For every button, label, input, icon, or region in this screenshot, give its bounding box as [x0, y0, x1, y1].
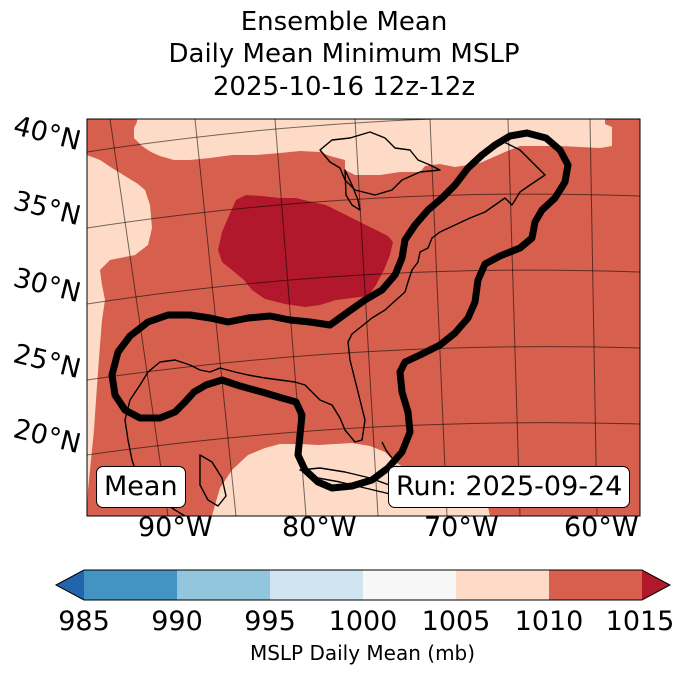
- colorbar-tick-1015: 1015: [605, 606, 675, 637]
- coastline-lake-michigan: [344, 169, 361, 211]
- colorbar-bin-1010-1015: [549, 570, 642, 600]
- colorbar-tick-990: 990: [151, 606, 203, 637]
- colorbar-tick-985: 985: [58, 606, 110, 637]
- colorbar-tick-1010: 1010: [514, 606, 584, 637]
- run-date-box: Run: 2025-09-24: [388, 466, 631, 508]
- pressure-field-1005-1010-north: [87, 119, 612, 175]
- colorbar-tick-1005: 1005: [421, 606, 491, 637]
- colorbar-outline: [54, 569, 672, 601]
- colorbar-bin-1005-1010: [456, 570, 549, 600]
- colorbar-tick-1000: 1000: [328, 606, 398, 637]
- lat-line-30: [87, 269, 640, 305]
- title-line-2: Daily Mean Minimum MSLP: [168, 39, 520, 69]
- colorbar-bin-995-1000: [270, 570, 363, 600]
- colorbar-bin-1000-1005: [363, 570, 456, 600]
- colorbar-bin-985-990: [84, 570, 177, 600]
- lon-line-60: [589, 119, 598, 516]
- colorbar-bin-990-995: [177, 570, 270, 600]
- lat-line-25: [87, 346, 640, 381]
- title-line-1: Ensemble Mean: [240, 7, 448, 37]
- lon-label-80w: 80°W: [282, 512, 357, 543]
- lon-line-75: [354, 119, 379, 516]
- lat-line-20: [87, 422, 640, 456]
- title-line-3: 2025-10-16 12z-12z: [212, 72, 476, 102]
- lon-label-90w: 90°W: [138, 512, 213, 543]
- lat-line-35: [87, 193, 640, 229]
- lon-line-70: [429, 119, 448, 516]
- pressure-field-1005-1010-west: [87, 155, 152, 516]
- colorbar-tick-995: 995: [244, 606, 296, 637]
- lon-label-70w: 70°W: [424, 512, 499, 543]
- lon-label-60w: 60°W: [564, 512, 639, 543]
- coastline-yucatan: [199, 454, 227, 507]
- coastline-east-us: [314, 139, 546, 443]
- lat-line-40: [87, 119, 447, 153]
- mean-legend-box: Mean: [96, 466, 186, 508]
- colorbar-extend-low: [56, 570, 84, 600]
- lon-line-90: [109, 119, 169, 516]
- colorbar: [54, 569, 672, 601]
- track-contour: [108, 129, 572, 492]
- pressure-field-above-1015: [218, 195, 393, 307]
- lon-line-65: [507, 119, 521, 516]
- map-frame: [86, 118, 641, 517]
- colorbar-label: MSLP Daily Mean (mb): [249, 641, 476, 665]
- colorbar-extend-high: [642, 570, 670, 600]
